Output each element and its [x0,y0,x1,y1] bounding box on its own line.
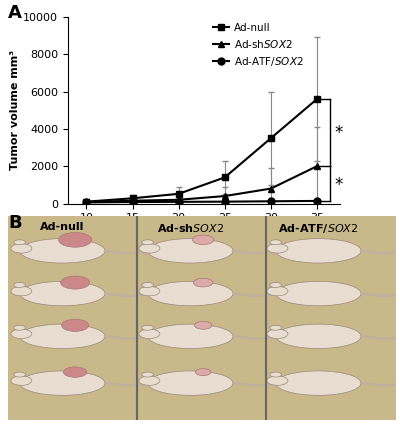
Ellipse shape [14,282,26,287]
Ellipse shape [11,376,32,385]
Ellipse shape [20,324,105,349]
Ellipse shape [60,276,90,289]
Ellipse shape [139,287,160,296]
Ellipse shape [11,329,32,338]
Text: *: * [334,124,343,142]
Ellipse shape [148,282,233,306]
Y-axis label: Tumor volume mm³: Tumor volume mm³ [10,50,20,170]
Ellipse shape [276,371,361,395]
Ellipse shape [276,282,361,306]
Text: *: * [334,176,343,195]
Text: B: B [8,214,22,232]
Ellipse shape [139,376,160,385]
Ellipse shape [142,282,154,287]
Legend: Ad-null, Ad-sh$\mathit{SOX2}$, Ad-ATF/$\mathit{SOX2}$: Ad-null, Ad-sh$\mathit{SOX2}$, Ad-ATF/$\… [209,18,308,72]
Ellipse shape [142,240,154,245]
Ellipse shape [62,319,89,332]
Ellipse shape [276,324,361,349]
Text: A: A [8,4,22,22]
Ellipse shape [139,244,160,253]
Ellipse shape [194,321,212,329]
Ellipse shape [196,369,211,376]
Ellipse shape [14,240,26,245]
Ellipse shape [270,325,282,330]
Ellipse shape [276,239,361,263]
Ellipse shape [142,372,154,377]
Ellipse shape [270,282,282,287]
Ellipse shape [11,287,32,296]
Ellipse shape [139,329,160,338]
Ellipse shape [14,372,26,377]
Ellipse shape [267,329,288,338]
Text: Ad-null: Ad-null [40,222,84,232]
Ellipse shape [59,232,92,247]
X-axis label: Days: Days [189,226,219,236]
Ellipse shape [20,282,105,306]
Ellipse shape [142,325,154,330]
Ellipse shape [11,244,32,253]
Text: Ad-ATF/$\mathit{SOX2}$: Ad-ATF/$\mathit{SOX2}$ [278,222,359,235]
Ellipse shape [14,325,26,330]
Ellipse shape [20,371,105,395]
Text: Ad-sh$\mathit{SOX2}$: Ad-sh$\mathit{SOX2}$ [157,222,224,234]
Ellipse shape [194,278,213,287]
Ellipse shape [267,244,288,253]
Ellipse shape [20,239,105,263]
Ellipse shape [192,235,214,245]
Ellipse shape [267,287,288,296]
Ellipse shape [148,371,233,395]
Ellipse shape [64,367,87,377]
FancyBboxPatch shape [8,216,396,420]
Ellipse shape [267,376,288,385]
Ellipse shape [270,240,282,245]
Ellipse shape [270,372,282,377]
Ellipse shape [148,239,233,263]
Ellipse shape [148,324,233,349]
